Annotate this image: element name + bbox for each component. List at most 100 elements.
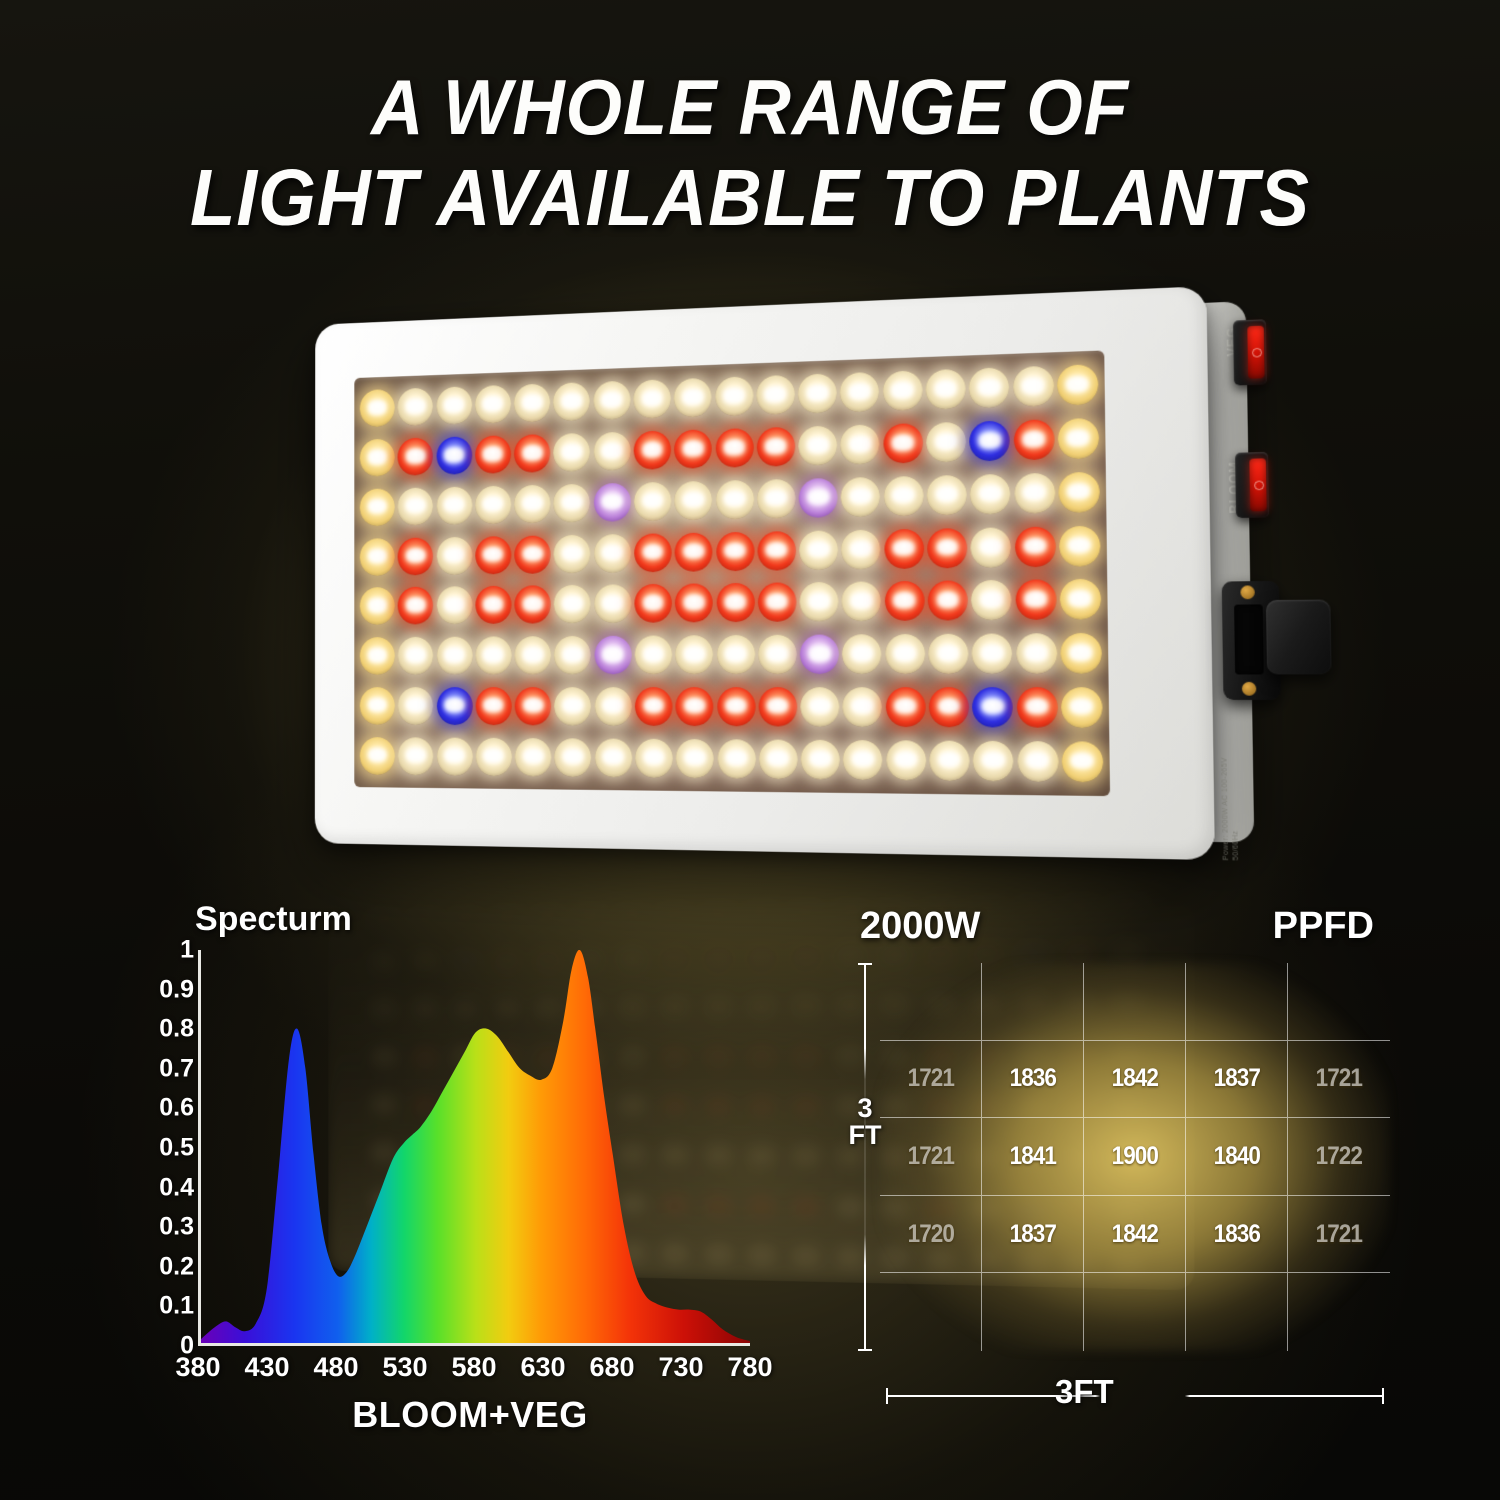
led-diode: [397, 586, 434, 625]
led-diode: [514, 636, 552, 675]
led-diode: [715, 479, 754, 520]
headline-line-1: A WHOLE RANGE OF: [371, 63, 1129, 151]
ppfd-value: 1721: [907, 1141, 954, 1170]
led-diode: [514, 737, 552, 777]
led-diode: [714, 376, 754, 417]
led-diode: [716, 583, 755, 623]
led-diode: [756, 375, 795, 416]
led-diode: [554, 737, 592, 777]
led-diode: [969, 420, 1011, 462]
led-diode: [514, 484, 551, 524]
led-diode: [882, 423, 923, 464]
ppfd-cell: 1841: [982, 1118, 1084, 1196]
led-row: [359, 731, 1104, 789]
led-diode: [971, 633, 1013, 674]
ppfd-value: 1900: [1111, 1141, 1158, 1170]
ppfd-value: 1721: [907, 1064, 954, 1093]
led-grow-light-panel: VEG BLOOM Power: 2000W AC 100-265V 50/60…: [314, 286, 1332, 861]
led-diode: [673, 378, 712, 418]
led-diode: [593, 482, 631, 522]
led-board: [354, 350, 1111, 797]
led-diode: [475, 687, 512, 726]
led-diode: [928, 687, 970, 728]
veg-switch-lens: [1247, 325, 1265, 379]
x-axis-tick-label: 780: [727, 1352, 773, 1382]
led-diode: [1013, 419, 1055, 461]
horizontal-dimension-label: 3FT: [1055, 1373, 1114, 1410]
led-diode: [758, 687, 798, 727]
ppfd-power-label: 2000W: [860, 905, 981, 947]
led-diode: [359, 637, 395, 675]
ppfd-chart-title: PPFD: [1272, 905, 1374, 947]
led-diode: [715, 531, 755, 571]
reflection-dot: [790, 993, 821, 1016]
ppfd-cell: [1288, 963, 1390, 1041]
led-diode: [474, 435, 512, 474]
led-diode: [359, 687, 395, 725]
ppfd-value: 1721: [1315, 1219, 1363, 1248]
led-diode: [1061, 740, 1104, 783]
led-diode: [635, 738, 673, 778]
ppfd-cell: [1186, 963, 1288, 1041]
led-diode: [514, 687, 552, 726]
led-diode: [675, 738, 715, 778]
led-diode: [972, 740, 1014, 782]
led-diode: [1057, 471, 1100, 513]
led-diode: [436, 636, 473, 675]
vertical-dimension-line: [858, 963, 872, 1351]
led-diode: [1059, 633, 1102, 674]
ppfd-cell: 1720: [880, 1195, 982, 1274]
spectrum-plot-area: [198, 950, 750, 1346]
x-axis-tick-label: 430: [244, 1352, 290, 1382]
led-diode: [968, 367, 1010, 409]
led-diode: [436, 386, 472, 426]
led-diode: [475, 636, 512, 675]
x-axis-tick-label: 480: [313, 1352, 359, 1382]
led-diode: [436, 687, 473, 725]
y-axis-tick-label: 0.1: [159, 1291, 194, 1320]
port-cover[interactable]: [1265, 599, 1332, 675]
led-diode: [634, 687, 673, 726]
led-diode: [928, 633, 969, 674]
spectrum-y-axis: 1 0.9 0.8 0.7 0.6 0.5 0.4 0.3 0.2 0.1 0: [150, 936, 194, 1360]
y-axis-tick-label: 0.9: [159, 975, 194, 1004]
led-diode: [970, 526, 1012, 568]
y-axis-tick-label: 0.4: [159, 1173, 194, 1202]
x-axis-tick-label: 680: [589, 1352, 635, 1382]
vertical-dimension-value: 3: [857, 1093, 873, 1123]
led-diode: [674, 429, 713, 470]
y-axis-line: [198, 950, 201, 1346]
led-diode: [359, 438, 395, 477]
led-diode: [359, 537, 395, 576]
led-diode: [1060, 687, 1103, 728]
led-row: [359, 626, 1102, 681]
ppfd-cell: 1721: [880, 1118, 982, 1196]
led-diode: [397, 387, 434, 427]
led-diode: [553, 483, 591, 523]
ppfd-value: 1720: [907, 1219, 954, 1248]
led-diode: [972, 687, 1014, 728]
led-diode: [397, 687, 434, 725]
led-diode: [397, 487, 434, 526]
ppfd-cell: 1842: [1084, 1040, 1186, 1119]
ppfd-cell: 1840: [1186, 1118, 1288, 1196]
headline-line-2: LIGHT AVAILABLE TO PLANTS: [190, 153, 1310, 243]
ppfd-cell: [1084, 1273, 1186, 1351]
spectrum-chart: Specturm 1 0.9 0.8 0.7 0.6 0.5 0.4 0.3 0.2 0.1 0: [150, 900, 773, 1435]
led-diode: [436, 586, 473, 625]
led-diode: [716, 635, 755, 675]
led-diode: [716, 687, 756, 727]
vertical-dimension-unit: FT: [848, 1120, 882, 1150]
led-diode: [757, 530, 797, 571]
led-diode: [359, 389, 395, 428]
led-diode: [594, 635, 632, 675]
led-diode: [633, 430, 672, 471]
x-axis-line: [198, 1343, 750, 1346]
x-axis-tick-label: 580: [451, 1352, 497, 1382]
led-diode: [799, 582, 839, 622]
spectrum-curve: [201, 950, 750, 1343]
led-diode: [675, 687, 714, 727]
reflection-dot: [790, 1144, 821, 1167]
led-diode: [633, 379, 671, 420]
ppfd-grid: 1721 1836 1842 1837 1721 1721 1841 1900 1840 1722…: [880, 963, 1390, 1351]
